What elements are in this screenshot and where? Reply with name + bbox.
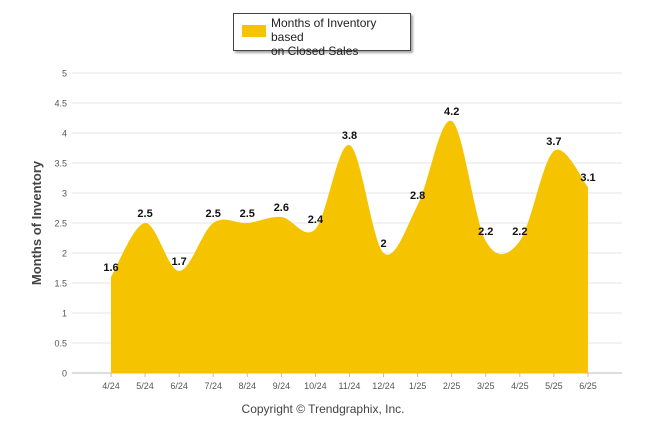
x-tick-label: 12/24 [372,381,395,391]
legend-label-line2: on Closed Sales [271,44,359,58]
data-label: 2.4 [308,214,324,226]
x-tick-label: 7/24 [204,381,222,391]
legend-label: Months of Inventory based on Closed Sale… [271,16,411,58]
series-area [111,120,588,373]
x-tick-label: 4/24 [102,381,120,391]
data-label: 2.2 [478,226,493,238]
x-tick-label: 4/25 [511,381,529,391]
x-axis-ticks: 4/24 5/24 6/24 7/24 8/24 9/24 10/24 11/24 12/24 1… [102,373,597,391]
y-tick-label: 5 [62,69,67,79]
y-tick-label: 0 [62,369,67,379]
y-tick-label: 1.5 [54,279,67,289]
legend-swatch [242,25,266,37]
legend: Months of Inventory based on Closed Sale… [233,13,411,58]
x-tick-label: 5/25 [545,381,563,391]
legend-label-line1: Months of Inventory based [271,16,377,44]
data-label: 3.1 [580,172,595,184]
x-tick-label: 6/25 [579,381,597,391]
x-tick-label: 10/24 [304,381,327,391]
data-labels: 1.6 2.5 1.7 2.5 2.5 2.6 2.4 3.8 2 2.8 4.2 2.2 2.2 3.7… [103,106,595,274]
data-label: 1.7 [171,256,186,268]
data-label: 2 [380,238,386,250]
x-tick-label: 5/24 [136,381,154,391]
y-tick-label: 4.5 [54,99,67,109]
y-tick-label: 3 [62,189,67,199]
copyright-text: Copyright © Trendgraphix, Inc. [241,402,405,416]
x-tick-label: 3/25 [477,381,495,391]
data-label: 2.6 [274,202,289,214]
x-tick-label: 6/24 [170,381,188,391]
y-tick-label: 3.5 [54,159,67,169]
y-tick-label: 2 [62,249,67,259]
data-label: 2.5 [206,208,221,220]
data-label: 2.2 [512,226,527,238]
y-axis-title: Months of Inventory [29,160,44,285]
data-label: 3.8 [342,130,357,142]
x-tick-label: 11/24 [339,381,361,391]
x-tick-label: 1/25 [409,381,427,391]
data-label: 2.8 [410,190,425,202]
data-label: 3.7 [546,136,561,148]
data-label: 2.5 [240,208,255,220]
data-label: 4.2 [444,106,459,118]
data-label: 2.5 [137,208,152,220]
y-tick-label: 1 [62,309,67,319]
y-tick-label: 0.5 [54,339,67,349]
y-tick-label: 2.5 [54,219,67,229]
x-tick-label: 8/24 [239,381,257,391]
y-axis-ticks: 0 0.5 1 1.5 2 2.5 3 3.5 4 4.5 5 [54,69,67,379]
x-tick-label: 2/25 [443,381,461,391]
x-tick-label: 9/24 [273,381,291,391]
y-tick-label: 4 [62,129,67,139]
data-label: 1.6 [103,262,118,274]
